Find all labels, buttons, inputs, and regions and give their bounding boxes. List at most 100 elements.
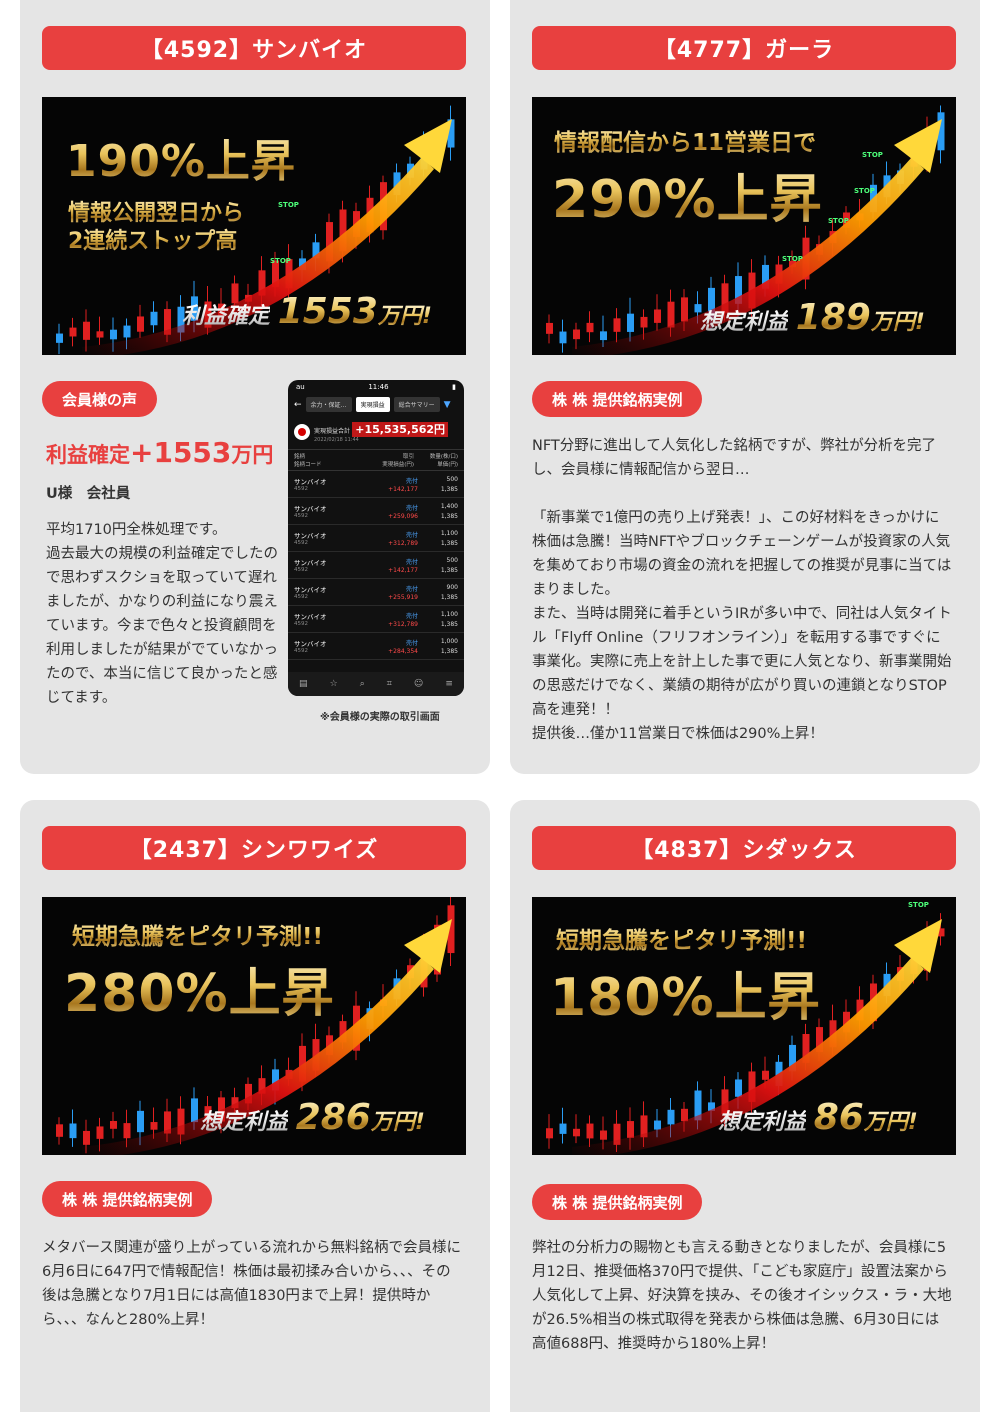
candle bbox=[164, 309, 171, 335]
trade-price: 1,385 bbox=[440, 620, 458, 628]
trade-pnl: +312,789 bbox=[388, 539, 418, 547]
rising-chart-graphic: STOP STOP STOP STOP bbox=[546, 105, 945, 355]
candle bbox=[150, 311, 158, 326]
candle bbox=[83, 321, 90, 340]
trade-code: 4592 bbox=[294, 647, 308, 654]
candle bbox=[258, 1078, 266, 1094]
candle bbox=[586, 322, 594, 333]
candle bbox=[245, 1083, 252, 1104]
japan-flag-icon bbox=[294, 424, 310, 440]
col-price: 単価(円) bbox=[437, 462, 458, 468]
candle bbox=[654, 1120, 661, 1130]
candle bbox=[748, 1071, 756, 1102]
banner-profit: 想定利益 86万円! bbox=[718, 1097, 918, 1138]
arrow-head-icon bbox=[404, 919, 452, 973]
tab-margin: 余力・保証… bbox=[305, 397, 352, 412]
candle bbox=[393, 172, 401, 196]
banner-subline-1: 短期急騰をピタリ予測!! bbox=[556, 921, 807, 955]
arrow-head-icon bbox=[404, 119, 452, 173]
trade-code: 4592 bbox=[294, 512, 308, 519]
trade-row: サンバイオ 売付 900 4592 +255,919 1,385 bbox=[288, 579, 464, 606]
candle bbox=[640, 316, 648, 328]
banner-profit-value: 189 bbox=[795, 297, 871, 338]
trade-name: サンバイオ bbox=[294, 639, 327, 648]
banner-profit: 想定利益 189万円! bbox=[700, 297, 925, 338]
member-profit-label: 利益確定 bbox=[46, 443, 130, 467]
trade-name: サンバイオ bbox=[294, 585, 327, 594]
candle bbox=[708, 1102, 715, 1111]
banner-headline: 180%上昇 bbox=[550, 955, 821, 1030]
candle bbox=[937, 112, 945, 151]
candle bbox=[654, 309, 661, 323]
stop-label: STOP bbox=[782, 255, 803, 263]
performance-banner: STOP 短期急騰をピタリ予測!! 180%上昇 想定利益 86万円! bbox=[532, 897, 956, 1155]
stock-card-shinwa-wise: 【2437】シンワワイズ 短期急騰をピタリ予測!! 280%上昇 想定利益 28… bbox=[20, 800, 490, 1412]
candle bbox=[937, 928, 945, 937]
trade-name: サンバイオ bbox=[294, 612, 327, 621]
screenshot-caption: ※会員様の実際の取引画面 bbox=[320, 712, 440, 723]
banner-subline-1: 情報公開翌日から bbox=[68, 195, 244, 227]
candle bbox=[56, 333, 63, 343]
candle bbox=[96, 1126, 104, 1139]
rising-chart-graphic: STOP STOP bbox=[56, 105, 455, 355]
trade-pnl: +142,177 bbox=[388, 485, 418, 493]
candle bbox=[681, 1108, 688, 1122]
trade-code: 4592 bbox=[294, 566, 308, 573]
trade-price: 1,385 bbox=[440, 566, 458, 574]
stop-label: STOP bbox=[828, 217, 849, 225]
banner-subline-1: 情報配信から11営業日で bbox=[554, 123, 816, 157]
candle bbox=[177, 1108, 185, 1135]
candle bbox=[191, 1098, 198, 1123]
candle bbox=[627, 313, 634, 332]
performance-banner: 短期急騰をピタリ予測!! 280%上昇 想定利益 286万円! bbox=[42, 897, 466, 1155]
candle bbox=[164, 1111, 171, 1134]
candle bbox=[546, 1128, 553, 1139]
banner-profit: 想定利益 286万円! bbox=[200, 1097, 425, 1138]
stop-label: STOP bbox=[908, 901, 929, 909]
member-testimonial: 平均1710円全株処理です。 過去最大の規模の利益確定でしたので思わずスクショを… bbox=[46, 522, 278, 706]
card-title: 【4592】サンバイオ bbox=[42, 26, 466, 70]
trade-qty: 900 bbox=[446, 583, 458, 591]
banner-profit-label: 利益確定 bbox=[182, 304, 271, 329]
candle bbox=[559, 1123, 567, 1134]
candle bbox=[600, 1130, 607, 1140]
banner-profit-label: 想定利益 bbox=[718, 1110, 807, 1135]
banner-profit-value: 1553 bbox=[277, 291, 378, 332]
candle bbox=[721, 283, 729, 313]
trade-price: 1,385 bbox=[440, 647, 458, 655]
col-qty: 数量(株/口) bbox=[429, 454, 458, 460]
candle bbox=[640, 1115, 648, 1138]
candle bbox=[447, 905, 455, 954]
trade-side: 売付 bbox=[405, 504, 418, 512]
candle bbox=[447, 119, 455, 148]
candle bbox=[110, 329, 117, 340]
card-title: 【4777】ガーラ bbox=[532, 26, 956, 70]
member-profit-value: +1553 bbox=[130, 436, 232, 469]
trade-qty: 500 bbox=[446, 475, 458, 483]
candle bbox=[191, 296, 198, 321]
candle bbox=[56, 1124, 63, 1137]
candle bbox=[69, 1123, 77, 1139]
candle bbox=[843, 1011, 850, 1033]
banner-headline: 190%上昇 bbox=[66, 125, 296, 189]
candle bbox=[613, 1123, 621, 1145]
summary-label: 実現損益合計 bbox=[314, 428, 351, 435]
back-arrow-icon: ← bbox=[294, 399, 302, 410]
member-name: U様 会社員 bbox=[46, 486, 131, 502]
candle bbox=[96, 331, 104, 338]
trade-side: 売付 bbox=[405, 477, 418, 485]
phone-bottom-nav: ▤ ☆ ⌕ ⌗ ☺ ≡ bbox=[288, 672, 464, 696]
trade-pnl: +312,789 bbox=[388, 620, 418, 628]
candle bbox=[789, 260, 796, 268]
example-badge: 株 株 提供銘柄実例 bbox=[532, 381, 703, 417]
candle bbox=[339, 1021, 347, 1043]
trade-side: 売付 bbox=[405, 612, 418, 620]
trade-code: 4592 bbox=[294, 620, 308, 627]
banner-subline-1: 短期急騰をピタリ予測!! bbox=[72, 917, 323, 951]
candle bbox=[218, 303, 225, 316]
card-description: 弊社の分析力の賜物とも言える動きとなりましたが、会員様に5月12日、推奨価格37… bbox=[532, 1240, 952, 1352]
candle bbox=[667, 1109, 675, 1125]
arrow-head-icon bbox=[894, 119, 942, 173]
tab-realized: 実現損益 bbox=[355, 397, 390, 412]
candle bbox=[586, 1123, 594, 1139]
